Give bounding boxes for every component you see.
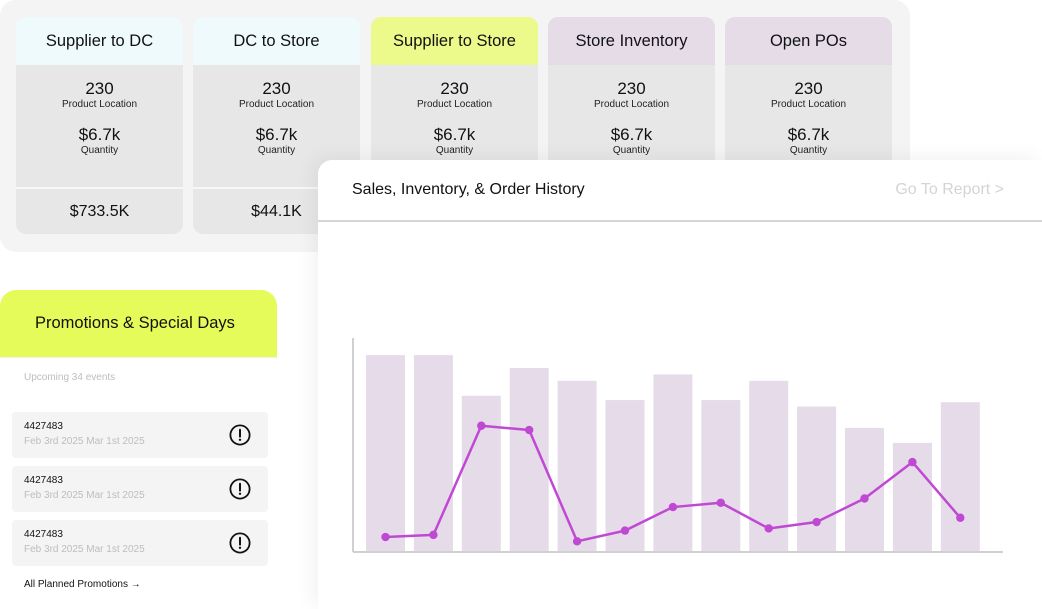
kpi-title: Open POs xyxy=(725,17,892,65)
quantity-label: Quantity xyxy=(435,145,474,156)
event-row[interactable]: 4427483 Feb 3rd 2025 Mar 1st 2025 xyxy=(12,466,268,512)
all-planned-promotions-link[interactable]: All Planned Promotions → xyxy=(24,579,141,590)
quantity-value: $6.7k xyxy=(433,125,476,144)
line-point xyxy=(908,457,917,467)
line-point xyxy=(860,494,869,503)
event-dates: Feb 3rd 2025 Mar 1st 2025 xyxy=(24,490,145,501)
kpi-panel: Supplier to DC 230 Product Location $6.7… xyxy=(0,0,910,252)
line-series xyxy=(381,421,965,546)
product-location-label: Product Location xyxy=(770,99,847,110)
product-location-label: Product Location xyxy=(416,99,493,110)
quantity-label: Quantity xyxy=(789,145,828,156)
quantity-value: $6.7k xyxy=(255,125,298,144)
chart-header: Sales, Inventory, & Order History Go To … xyxy=(318,160,1042,222)
quantity-value: $6.7k xyxy=(787,125,830,144)
kpi-title: Store Inventory xyxy=(548,17,715,65)
product-location-value: 230 xyxy=(440,79,469,98)
chart-bar xyxy=(797,406,837,552)
product-location-value: 230 xyxy=(794,79,823,98)
line-point xyxy=(477,421,486,430)
chart-bar xyxy=(413,355,453,552)
event-id: 4427483 xyxy=(24,529,63,540)
event-id: 4427483 xyxy=(24,475,63,486)
line-point xyxy=(716,498,725,507)
event-row[interactable]: 4427483 Feb 3rd 2025 Mar 1st 2025 xyxy=(12,412,268,458)
product-location-label: Product Location xyxy=(593,99,670,110)
product-location-label: Product Location xyxy=(238,99,315,110)
event-id: 4427483 xyxy=(24,421,63,432)
bar-series xyxy=(366,355,980,552)
kpi-total: $733.5K xyxy=(69,202,130,220)
chart-bar xyxy=(461,395,501,552)
kpi-body: 230 Product Location $6.7k Quantity xyxy=(193,65,360,189)
sales-history-panel: Sales, Inventory, & Order History Go To … xyxy=(318,160,1042,609)
chart-bar xyxy=(940,402,980,552)
kpi-title: Supplier to Store xyxy=(371,17,538,65)
chart-bar xyxy=(653,374,693,552)
sales-chart xyxy=(352,338,1003,553)
alert-circle-icon[interactable] xyxy=(229,532,251,554)
event-dates: Feb 3rd 2025 Mar 1st 2025 xyxy=(24,436,145,447)
quantity-label: Quantity xyxy=(612,145,651,156)
line-point xyxy=(668,502,678,512)
quantity-value: $6.7k xyxy=(610,125,653,144)
line-point xyxy=(381,532,390,542)
line-point xyxy=(764,524,773,533)
kpi-title: DC to Store xyxy=(193,17,360,65)
chart-bar xyxy=(701,400,741,552)
product-location-value: 230 xyxy=(617,79,646,98)
product-location-label: Product Location xyxy=(61,99,138,110)
promotions-subtitle: Upcoming 34 events xyxy=(0,357,277,412)
product-location-value: 230 xyxy=(85,79,114,98)
kpi-card-supplier-to-dc[interactable]: Supplier to DC 230 Product Location $6.7… xyxy=(16,17,183,234)
event-row[interactable]: 4427483 Feb 3rd 2025 Mar 1st 2025 xyxy=(12,520,268,566)
product-location-value: 230 xyxy=(262,79,291,98)
promotions-panel: Promotions & Special Days Upcoming 34 ev… xyxy=(0,290,277,609)
alert-circle-icon[interactable] xyxy=(229,478,251,500)
kpi-title: Supplier to DC xyxy=(16,17,183,65)
line-point xyxy=(956,513,965,522)
alert-circle-icon[interactable] xyxy=(229,424,251,446)
kpi-total: $44.1K xyxy=(251,202,302,220)
chart-bar xyxy=(845,427,884,552)
quantity-value: $6.7k xyxy=(78,125,121,144)
quantity-label: Quantity xyxy=(257,145,296,156)
line-point xyxy=(572,537,582,546)
chart-title: Sales, Inventory, & Order History xyxy=(352,181,585,198)
kpi-body: 230 Product Location $6.7k Quantity xyxy=(16,65,183,189)
chart-bar xyxy=(366,355,405,552)
chart-bar xyxy=(557,380,597,552)
line-point xyxy=(812,517,821,527)
line-point xyxy=(525,425,534,435)
event-dates: Feb 3rd 2025 Mar 1st 2025 xyxy=(24,544,145,555)
line-point xyxy=(620,526,630,535)
chart-bar xyxy=(749,380,789,552)
line-point xyxy=(429,530,438,540)
promotions-title: Promotions & Special Days xyxy=(0,290,277,357)
go-to-report-link[interactable]: Go To Report > xyxy=(895,181,1004,198)
quantity-label: Quantity xyxy=(80,145,119,156)
